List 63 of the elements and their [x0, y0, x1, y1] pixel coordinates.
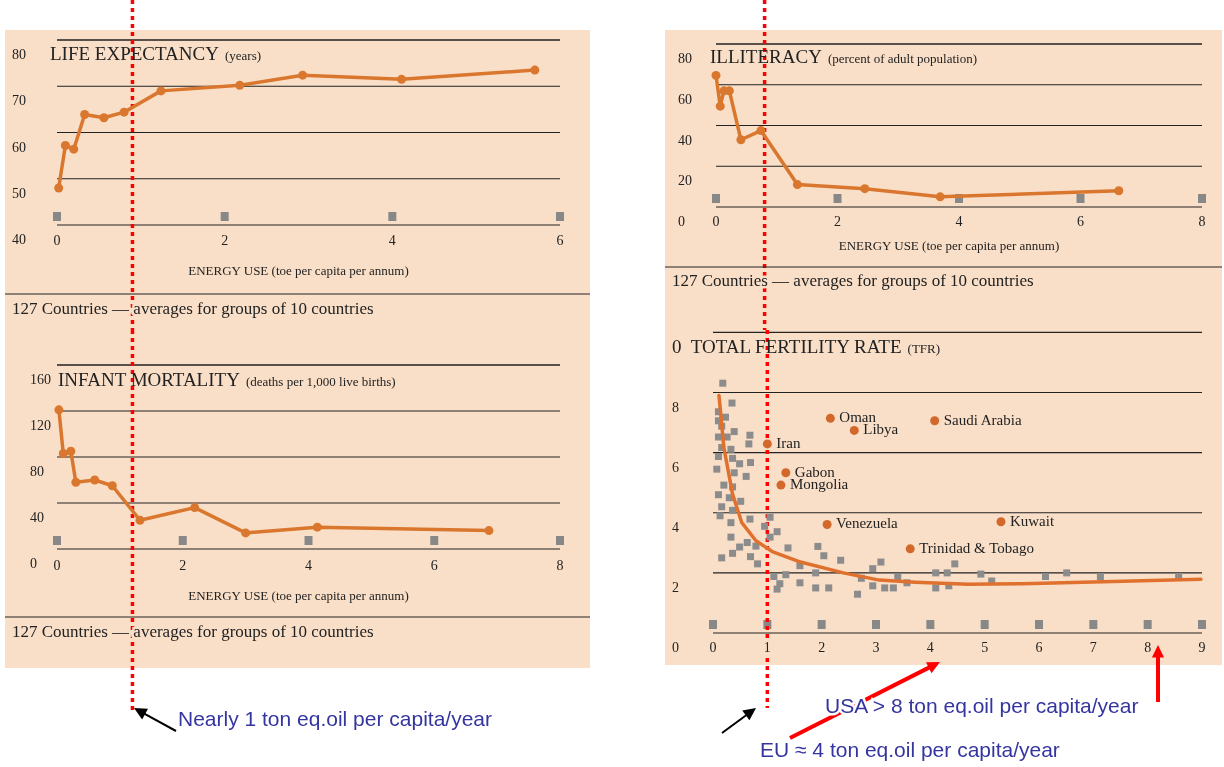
x-tick-label: 8	[556, 558, 564, 573]
chart-title: LIFE EXPECTANCY	[50, 43, 220, 64]
chart-title: INFANT MORTALITY	[58, 369, 241, 390]
x-tick-label: 0	[53, 233, 61, 248]
y-tick-label: 70	[12, 93, 26, 109]
x-tick-label: 4	[926, 640, 934, 655]
text: 127 Countries — averages for groups of 10 countries	[12, 299, 374, 318]
y-tick-label: 2	[672, 579, 679, 595]
y-tick-label: 120	[30, 418, 51, 433]
x-tick-label: 8	[1144, 640, 1152, 655]
x-axis-title: ENERGY USE (toe per capita per annum)	[188, 263, 409, 278]
x-tick-label: 3	[872, 640, 880, 655]
text: 127 Countries — averages for groups of 10 countries	[12, 622, 374, 641]
annotation: Trinidad & Tobago	[919, 539, 1035, 556]
x-tick-label: 2	[818, 640, 826, 655]
x-tick-label: 2	[221, 233, 229, 248]
chart-title: ILLITERACY	[710, 46, 823, 67]
x-tick-label: 4	[305, 558, 312, 573]
text: 127 Countries — averages for groups of 10 countries	[672, 271, 1034, 290]
y-tick-label: 40	[30, 510, 44, 525]
y-tick-label: 40	[678, 132, 692, 148]
text: (years)	[224, 48, 262, 63]
y-tick-label: 80	[30, 464, 44, 479]
x-tick-label: 0	[709, 640, 717, 655]
x-tick-label: 0	[712, 214, 720, 229]
chart-title: 0 TOTAL FERTILITY RATE	[672, 336, 902, 357]
x-tick-label: 7	[1089, 640, 1097, 655]
x-tick-label: 5	[981, 640, 989, 655]
x-tick-label: 6	[1077, 214, 1084, 229]
text: Nearly 1 ton eq.oil per capita/year	[178, 707, 493, 730]
text: (TFR)	[907, 341, 941, 356]
x-tick-label: 0	[53, 558, 61, 573]
x-tick-label: 6	[1035, 640, 1043, 655]
y-tick-label: 160	[30, 372, 51, 387]
text: (percent of adult population)	[827, 51, 977, 66]
annotation: Saudi Arabia	[943, 411, 1022, 428]
x-tick-label: 1	[763, 640, 771, 655]
x-axis-title: ENERGY USE (toe per capita per annum)	[838, 238, 1060, 253]
y-tick-label: 50	[12, 185, 26, 201]
x-axis-title: ENERGY USE (toe per capita per annum)	[188, 588, 409, 603]
y-tick-label: 80	[12, 47, 26, 62]
y-tick-label: 4	[672, 519, 679, 535]
y-tick-label: 60	[12, 139, 26, 155]
text: EU ≈ 4 ton eq.oil per capita/year	[760, 738, 1060, 761]
x-tick-label: 2	[179, 558, 187, 573]
y-tick-label: 6	[672, 459, 679, 475]
text: (deaths per 1,000 live births)	[245, 374, 396, 389]
annotation: Libya	[863, 421, 899, 438]
x-tick-label: 4	[388, 233, 396, 248]
x-tick-label: 6	[556, 233, 564, 248]
annotation: Kuwait	[1009, 512, 1055, 529]
annotation: Iran	[776, 434, 801, 451]
x-tick-label: 2	[834, 214, 841, 229]
annotation: Venezuela	[836, 515, 899, 532]
x-tick-label: 4	[955, 214, 963, 229]
y-tick-label: 60	[678, 91, 692, 107]
x-tick-label: 9	[1198, 640, 1206, 655]
x-tick-label: 8	[1198, 214, 1206, 229]
y-tick-label: 80	[678, 51, 692, 66]
y-tick-label: 8	[672, 399, 679, 415]
x-tick-label: 6	[430, 558, 438, 573]
y-tick-label: 20	[678, 173, 692, 189]
y-tick-label: 40	[12, 232, 26, 247]
